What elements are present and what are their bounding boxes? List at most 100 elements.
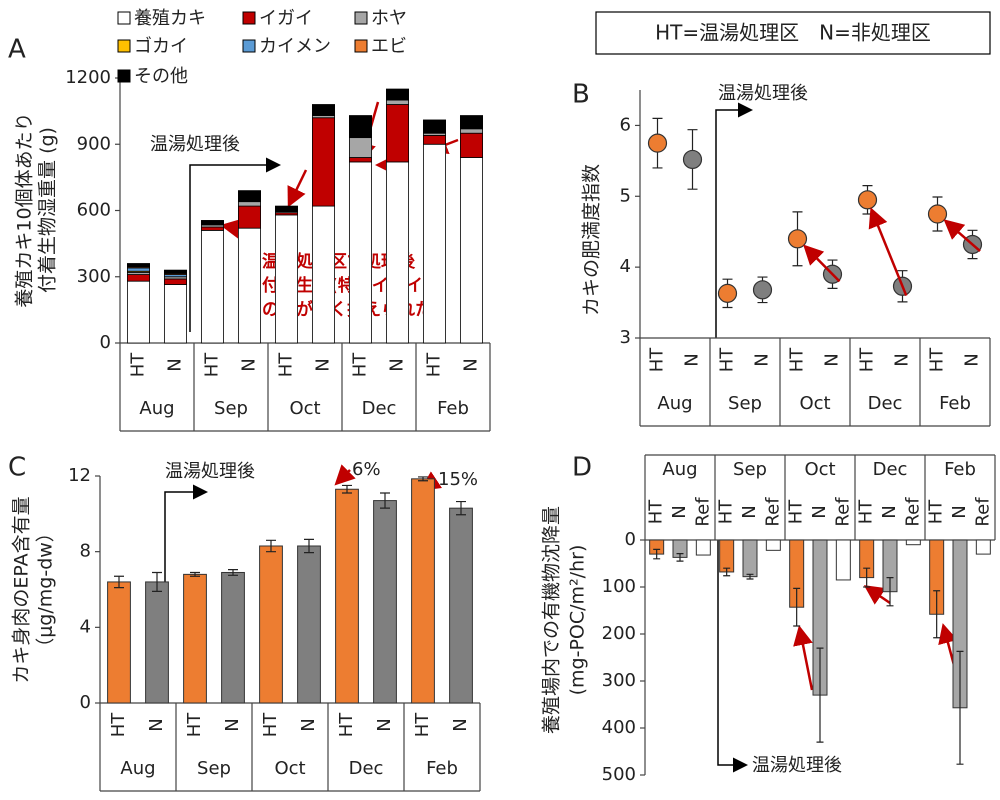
x-tick-label: HT	[202, 352, 223, 378]
legend-swatch	[354, 39, 368, 53]
y-tick-label: 12	[68, 465, 91, 486]
error-bar	[152, 571, 162, 592]
x-tick-label: N	[450, 718, 471, 731]
red-arrow	[287, 169, 308, 208]
x-tick-label: N	[949, 505, 970, 518]
red-arrow	[868, 207, 908, 297]
bar-segment	[459, 132, 483, 158]
x-tick-label: HT	[350, 352, 371, 378]
panel-label: D	[572, 453, 592, 483]
red-arrow	[803, 244, 841, 283]
bar-segment	[385, 88, 409, 101]
bar	[107, 581, 131, 704]
bar-segment	[422, 119, 446, 134]
x-tick-label: N	[313, 358, 334, 371]
x-tick-label: N	[374, 718, 395, 731]
error-bar	[933, 590, 941, 639]
bar-segment	[311, 117, 335, 207]
bar	[765, 539, 781, 551]
bar-segment	[274, 205, 298, 213]
x-tick-label: Ref	[692, 497, 713, 527]
group-label: Sep	[728, 393, 762, 414]
point	[857, 190, 878, 210]
y-tick-label: 8	[80, 541, 91, 562]
header-box	[595, 11, 991, 55]
bar-segment	[348, 137, 372, 158]
error-bar	[190, 571, 200, 577]
y-tick-label: 900	[77, 133, 111, 154]
bar-segment	[163, 284, 187, 344]
x-tick-label: HT	[647, 347, 668, 373]
panel-label: B	[572, 80, 590, 110]
bar-segment	[348, 115, 372, 139]
annotation: 温湯処理後	[165, 461, 255, 482]
red-arrow	[793, 625, 814, 691]
error-bar	[816, 647, 824, 743]
bar	[975, 539, 991, 555]
panel-label: C	[8, 453, 26, 483]
bar	[449, 507, 473, 704]
bar-segment	[200, 229, 224, 344]
y-tick-label: 200	[602, 623, 636, 644]
group-label: Oct	[799, 393, 830, 414]
group-label: Feb	[437, 398, 469, 419]
red-arrow	[334, 464, 356, 486]
bar-segment	[127, 274, 151, 282]
x-tick-label: N	[461, 358, 482, 371]
x-tick-label: N	[387, 358, 408, 371]
error-bar	[380, 492, 390, 509]
x-tick-label: HT	[128, 352, 149, 378]
y-tick-label: 500	[602, 764, 636, 785]
x-tick-label: HT	[856, 499, 877, 525]
bar-segment	[237, 201, 261, 207]
bar-segment	[385, 104, 409, 163]
bar-segment	[237, 190, 261, 203]
y-axis-label: （μg/mg-dw）	[35, 523, 57, 657]
bar-segment	[127, 267, 151, 272]
bar-segment	[311, 104, 335, 116]
x-tick-label: HT	[716, 499, 737, 525]
bar-segment	[200, 220, 224, 226]
y-tick-label: 3	[620, 327, 631, 348]
legend-label: カイメン	[259, 36, 331, 57]
bar	[221, 571, 245, 704]
bar	[905, 539, 921, 546]
x-tick-label: N	[669, 505, 690, 518]
x-tick-label: N	[146, 718, 167, 731]
y-tick-label: 4	[620, 256, 631, 277]
x-tick-label: HT	[336, 712, 357, 738]
group-label: Oct	[804, 459, 835, 480]
group-label: Aug	[139, 398, 174, 419]
legend-swatch	[117, 11, 131, 25]
x-tick-label: HT	[786, 499, 807, 525]
error-bar	[228, 569, 238, 576]
legend-swatch	[242, 39, 256, 53]
y-tick-label: 300	[602, 670, 636, 691]
error-bar	[793, 587, 801, 627]
group-label: Sep	[197, 758, 231, 779]
bar	[373, 500, 397, 704]
group-label: Oct	[289, 398, 320, 419]
legend-label: ホヤ	[371, 8, 407, 29]
bar	[695, 539, 711, 556]
point	[647, 133, 668, 153]
x-tick-label: HT	[276, 352, 297, 378]
annotation: 温湯処理後	[150, 134, 240, 155]
legend-label: エビ	[371, 36, 407, 57]
bar	[297, 545, 321, 704]
y-tick-label: 0	[80, 692, 91, 713]
bar-segment	[348, 161, 372, 344]
x-tick-label: N	[879, 505, 900, 518]
y-axis-label: カキの肥満度指数	[581, 164, 603, 316]
group-label: Feb	[426, 758, 458, 779]
error-bar	[266, 539, 276, 553]
red-arrow	[943, 219, 981, 252]
error-bar	[886, 577, 894, 607]
error-bar	[456, 500, 466, 516]
y-tick-label: 1200	[65, 67, 111, 88]
y-tick-label: 0	[625, 529, 636, 550]
error-bar	[418, 476, 428, 482]
legend-swatch	[354, 11, 368, 25]
bar-segment	[311, 205, 335, 344]
bar-segment	[163, 269, 187, 274]
